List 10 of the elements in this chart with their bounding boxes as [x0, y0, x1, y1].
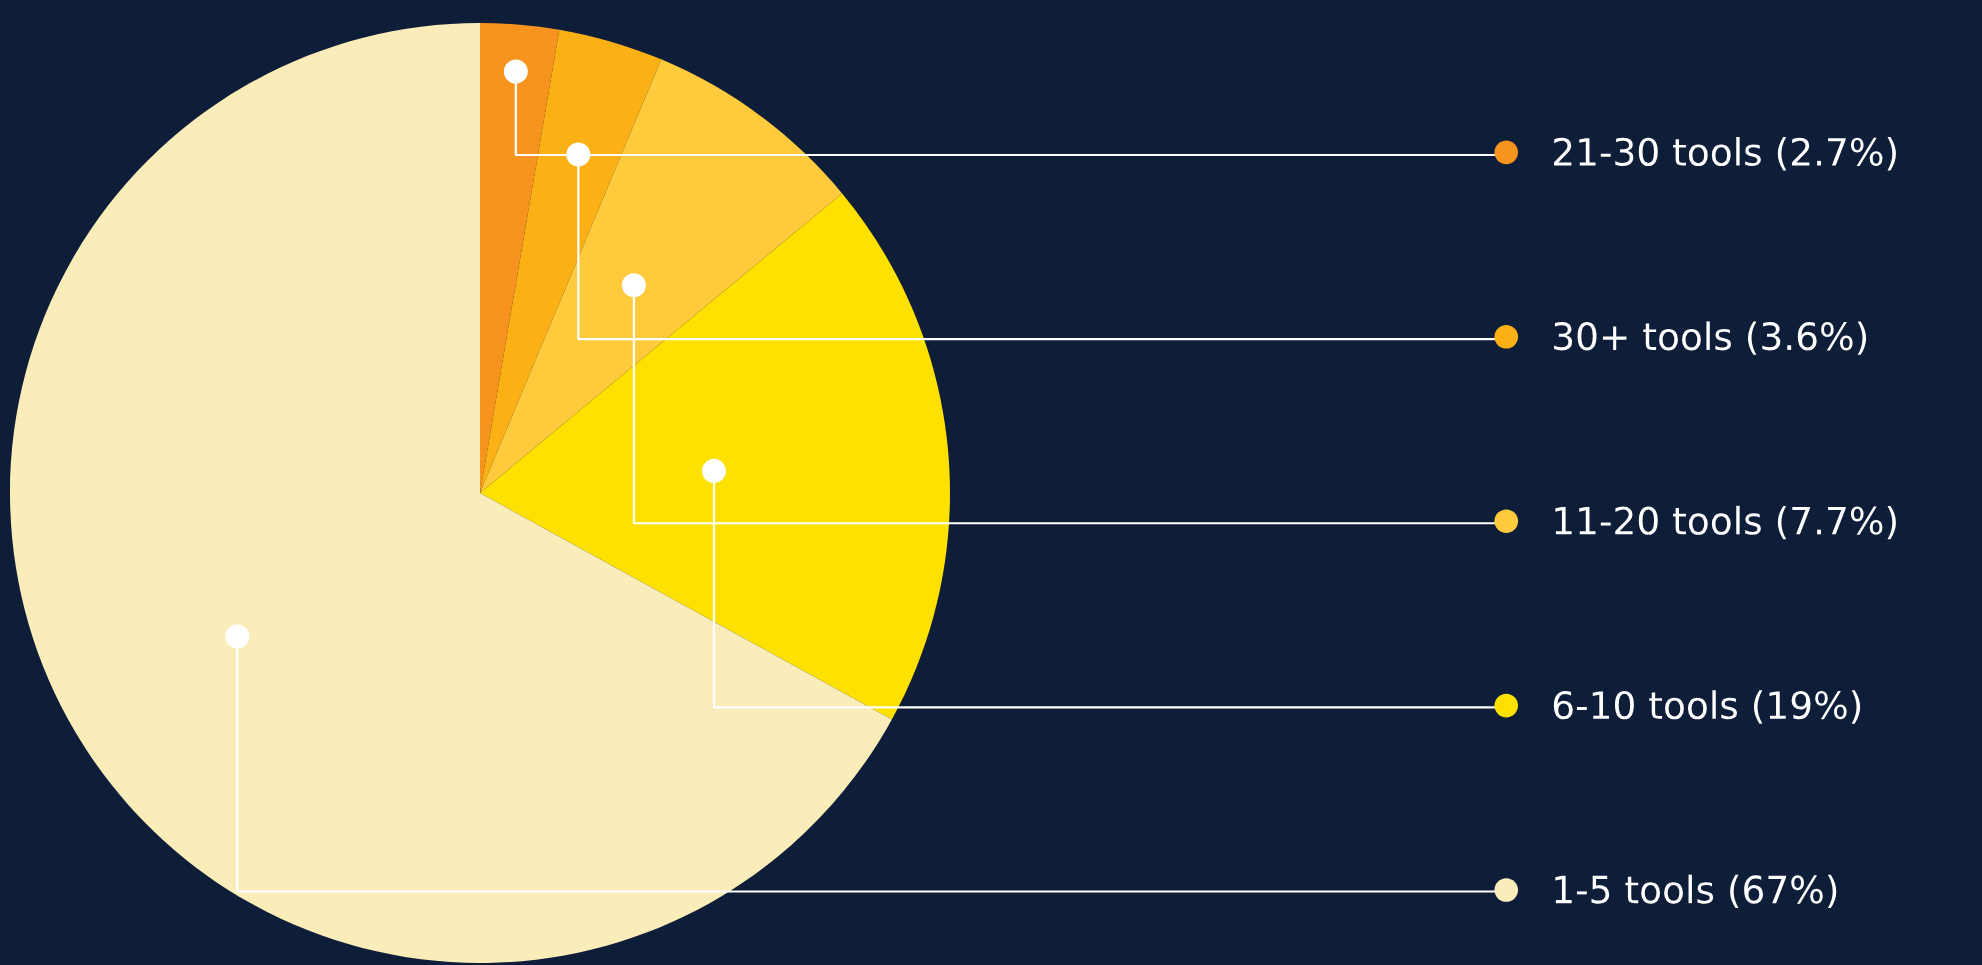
pie-slice: [480, 193, 950, 720]
pie-slice: [480, 59, 843, 493]
legend-label: 11-20 tools (7.7%): [1555, 505, 1896, 540]
pie-slice: [480, 23, 560, 493]
legend-label: 1-5 tools (67%): [1555, 874, 1837, 909]
pie-slice: [480, 29, 662, 493]
legend-label: 6-10 tools (19%): [1553, 690, 1861, 724]
pie-slice: [10, 23, 892, 963]
legend-label: 30+ tools (3.6%): [1554, 321, 1867, 355]
legend-label: 21-30 tools (2.7%): [1554, 137, 1896, 171]
